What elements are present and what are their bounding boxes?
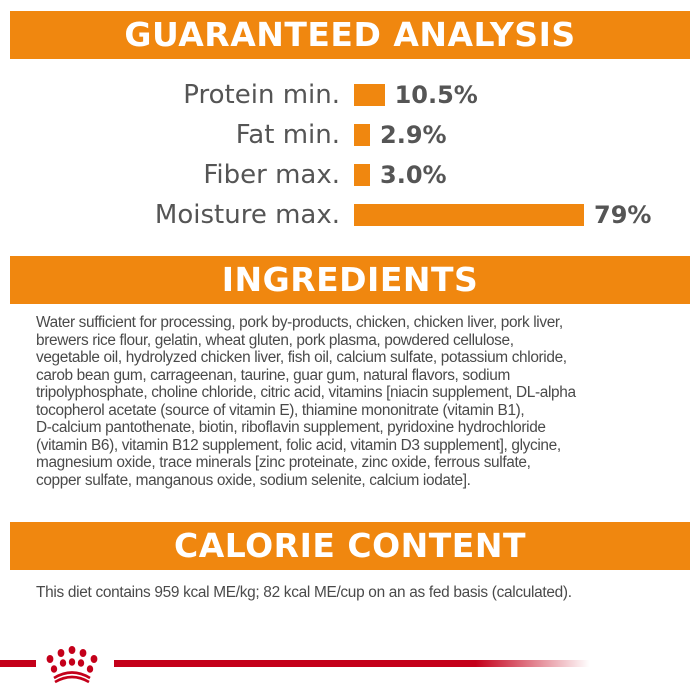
ingredients-line: Water sufficient for processing, pork by… <box>36 314 563 331</box>
nutrient-label: Protein min. <box>183 80 340 110</box>
royal-canin-crown-logo <box>46 646 98 684</box>
analysis-row: Moisture max. 79% <box>0 200 700 230</box>
nutrient-value: 10.5% <box>394 81 478 109</box>
calorie-content-banner: CALORIE CONTENT <box>10 522 690 570</box>
analysis-row: Protein min. 10.5% <box>0 80 700 110</box>
nutrient-bar <box>354 204 584 226</box>
ingredients-line: carob bean gum, carrageenan, taurine, gu… <box>36 366 510 384</box>
ingredients-line: copper sulfate, manganous oxide, sodium … <box>36 471 471 489</box>
nutrient-label: Fiber max. <box>203 160 340 190</box>
nutrient-label: Fat min. <box>235 120 340 150</box>
nutrient-bar <box>354 164 370 186</box>
nutrient-value: 3.0% <box>380 161 447 189</box>
nutrient-value: 2.9% <box>380 121 447 149</box>
ingredients-line: tocopherol acetate (source of vitamin E)… <box>36 401 525 419</box>
ingredients-line: tripolyphosphate, choline chloride, citr… <box>36 384 576 401</box>
ingredients-line: (vitamin B6), vitamin B12 supplement, fo… <box>36 436 561 454</box>
nutrient-label: Moisture max. <box>154 200 340 230</box>
footer-line-right <box>114 660 590 667</box>
guaranteed-analysis-banner: GUARANTEED ANALYSIS <box>10 11 690 59</box>
calorie-text: This diet contains 959 kcal ME/kg; 82 kc… <box>36 584 572 601</box>
ingredients-line: magnesium oxide, trace minerals [zinc pr… <box>36 454 531 471</box>
analysis-row: Fiber max. 3.0% <box>0 160 700 190</box>
ingredients-line: vegetable oil, hydrolyzed chicken liver,… <box>36 349 567 366</box>
footer-line-left <box>0 660 36 667</box>
analysis-row: Fat min. 2.9% <box>0 120 700 150</box>
ingredients-line: D-calcium pantothenate, biotin, riboflav… <box>36 419 546 436</box>
ingredients-text: Water sufficient for processing, pork by… <box>36 314 676 489</box>
ingredients-banner: INGREDIENTS <box>10 256 690 304</box>
ingredients-line: brewers rice flour, gelatin, wheat glute… <box>36 331 514 349</box>
nutrient-value: 79% <box>594 201 652 229</box>
nutrient-bar <box>354 84 385 106</box>
nutrient-bar <box>354 124 370 146</box>
